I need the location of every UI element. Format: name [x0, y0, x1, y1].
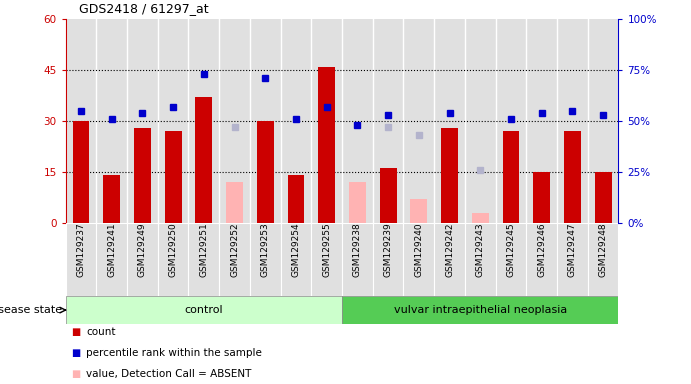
- Bar: [196, 97, 212, 223]
- Bar: [434, 223, 465, 296]
- Text: ■: ■: [71, 369, 81, 379]
- Text: GSM129240: GSM129240: [415, 223, 424, 277]
- Bar: [127, 223, 158, 296]
- Text: GSM129252: GSM129252: [230, 223, 239, 277]
- Bar: [342, 296, 618, 324]
- Bar: [319, 67, 335, 223]
- Text: GSM129239: GSM129239: [384, 223, 392, 278]
- Text: control: control: [184, 305, 223, 315]
- Bar: [66, 223, 96, 296]
- Text: GSM129253: GSM129253: [261, 223, 269, 278]
- Bar: [410, 199, 427, 223]
- Bar: [281, 223, 312, 296]
- Bar: [404, 223, 434, 296]
- Text: GSM129251: GSM129251: [199, 223, 209, 278]
- Bar: [66, 296, 342, 324]
- Bar: [96, 223, 127, 296]
- Text: disease state: disease state: [0, 305, 62, 315]
- Text: GSM129241: GSM129241: [107, 223, 116, 277]
- Bar: [287, 175, 305, 223]
- Bar: [557, 223, 588, 296]
- Text: GSM129255: GSM129255: [322, 223, 331, 278]
- Bar: [533, 172, 550, 223]
- Text: ■: ■: [71, 348, 81, 358]
- Text: percentile rank within the sample: percentile rank within the sample: [86, 348, 263, 358]
- Bar: [134, 128, 151, 223]
- Bar: [502, 131, 520, 223]
- Bar: [564, 131, 581, 223]
- Text: ■: ■: [71, 327, 81, 337]
- Text: count: count: [86, 327, 116, 337]
- Text: GSM129249: GSM129249: [138, 223, 147, 277]
- Bar: [495, 223, 527, 296]
- Text: GSM129245: GSM129245: [507, 223, 515, 277]
- Bar: [226, 182, 243, 223]
- Bar: [527, 223, 557, 296]
- Text: GSM129242: GSM129242: [445, 223, 454, 277]
- Text: GDS2418 / 61297_at: GDS2418 / 61297_at: [79, 2, 209, 15]
- Text: GSM129248: GSM129248: [598, 223, 607, 277]
- Bar: [465, 223, 495, 296]
- Text: GSM129246: GSM129246: [537, 223, 546, 277]
- Bar: [189, 223, 219, 296]
- Bar: [164, 131, 182, 223]
- Bar: [250, 223, 281, 296]
- Bar: [588, 223, 618, 296]
- Text: value, Detection Call = ABSENT: value, Detection Call = ABSENT: [86, 369, 252, 379]
- Text: GSM129254: GSM129254: [292, 223, 301, 277]
- Bar: [219, 223, 250, 296]
- Bar: [103, 175, 120, 223]
- Bar: [372, 223, 404, 296]
- Text: GSM129243: GSM129243: [475, 223, 485, 277]
- Bar: [257, 121, 274, 223]
- Bar: [441, 128, 458, 223]
- Text: GSM129247: GSM129247: [568, 223, 577, 277]
- Bar: [595, 172, 612, 223]
- Bar: [312, 223, 342, 296]
- Bar: [158, 223, 189, 296]
- Text: GSM129238: GSM129238: [353, 223, 362, 278]
- Bar: [73, 121, 89, 223]
- Bar: [349, 182, 366, 223]
- Bar: [472, 213, 489, 223]
- Text: vulvar intraepithelial neoplasia: vulvar intraepithelial neoplasia: [394, 305, 567, 315]
- Bar: [342, 223, 372, 296]
- Bar: [379, 169, 397, 223]
- Text: GSM129250: GSM129250: [169, 223, 178, 278]
- Text: GSM129237: GSM129237: [77, 223, 86, 278]
